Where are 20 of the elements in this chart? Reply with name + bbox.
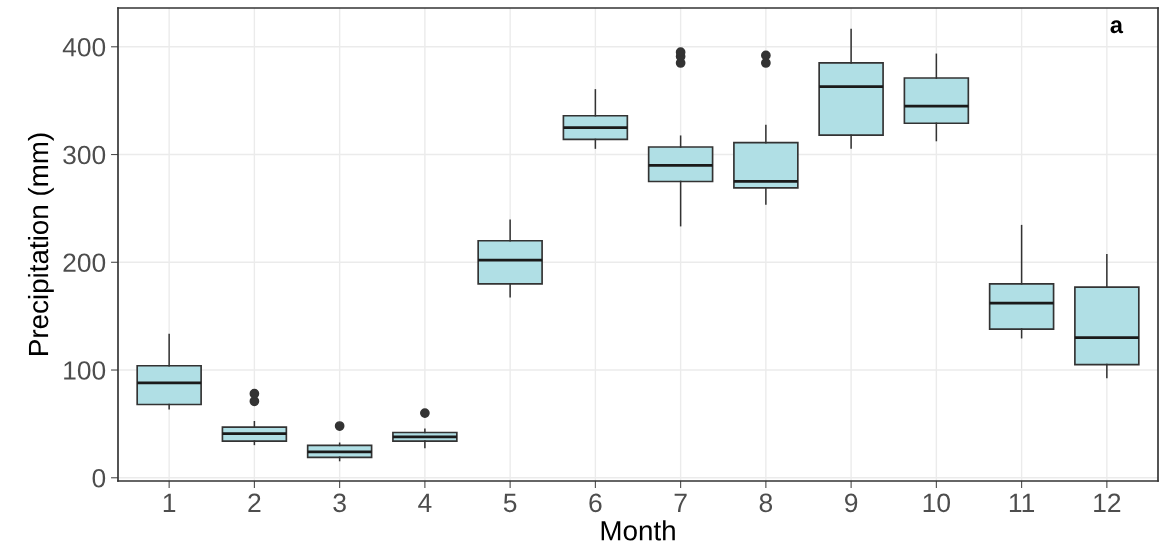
x-tick-label: 5	[503, 493, 517, 513]
x-tick-label: 4	[418, 493, 432, 512]
x-tick-label: 10	[923, 493, 951, 513]
x-tick-label: 1	[163, 493, 176, 512]
y-tick-label: 400	[62, 37, 106, 57]
x-tick-label: 11	[1009, 493, 1035, 512]
y-tick-label: 200	[63, 253, 106, 273]
y-tick-label: 0	[92, 468, 106, 488]
y-axis-title: Precipitation (mm)	[27, 133, 54, 355]
x-tick-label: 9	[845, 493, 858, 513]
x-tick-label: 8	[759, 493, 773, 513]
x-tick-label: 6	[589, 493, 602, 513]
x-tick-label: 12	[1094, 493, 1121, 512]
y-tick-label: 300	[63, 145, 106, 165]
y-tick-label: 100	[64, 361, 106, 380]
x-tick-label: 7	[674, 493, 687, 512]
x-axis-title: Month	[601, 520, 675, 541]
x-tick-label: 2	[248, 493, 261, 512]
x-tick-label: 3	[333, 493, 346, 513]
annotation: a	[1110, 20, 1124, 34]
